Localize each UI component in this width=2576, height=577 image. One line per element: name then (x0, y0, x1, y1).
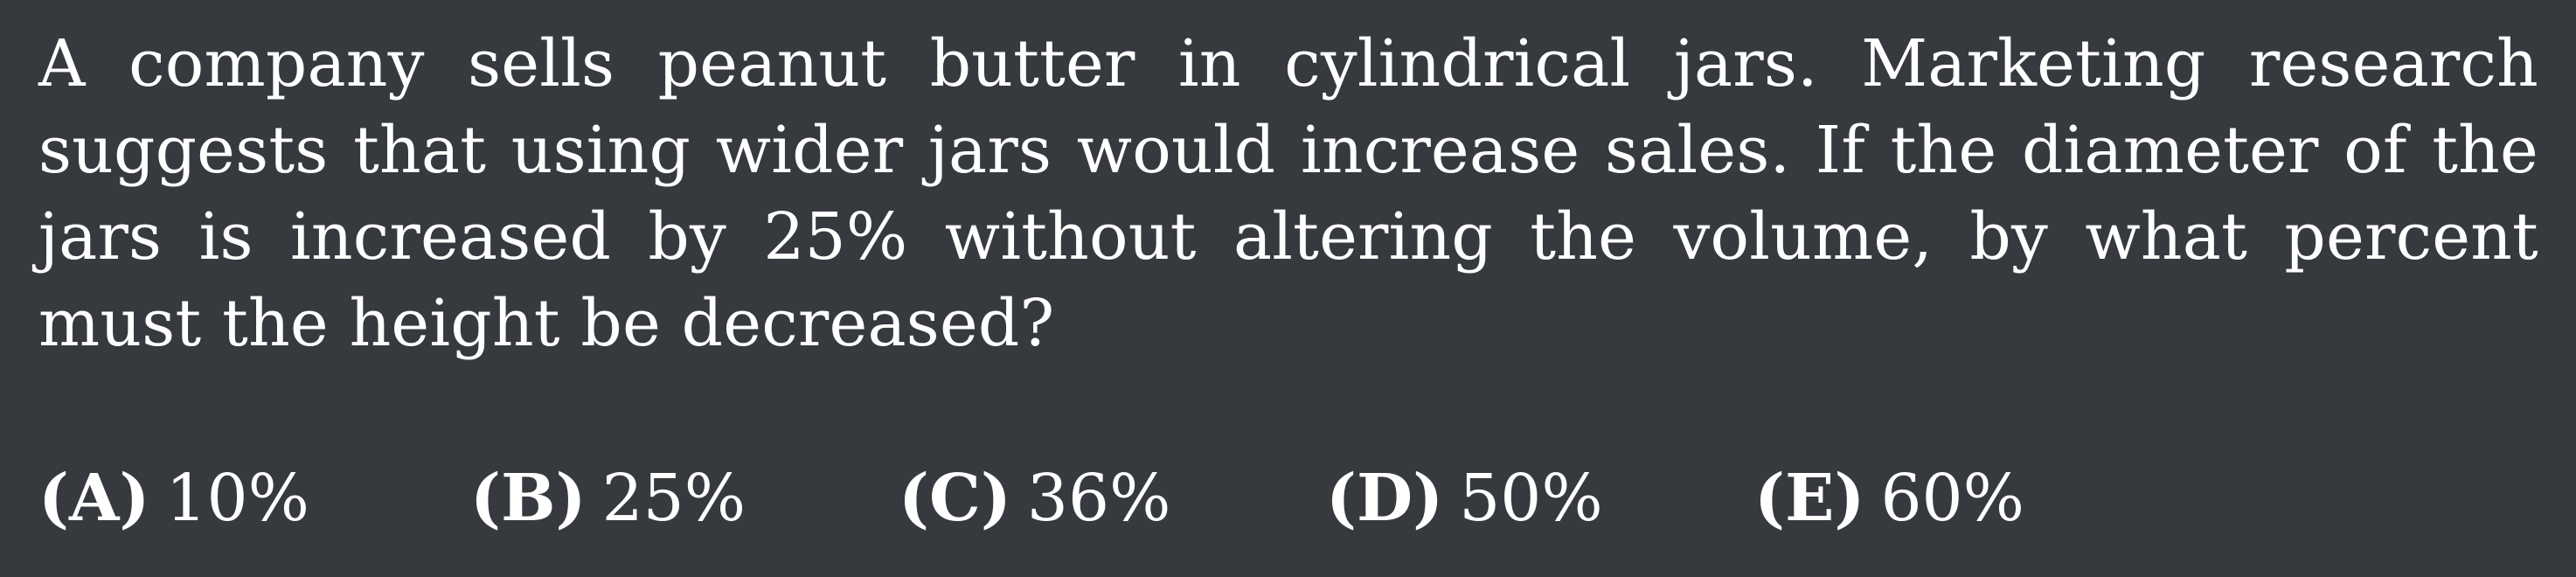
choice-a-value: 10% (165, 461, 309, 536)
choice-c-value: 36% (1026, 461, 1171, 536)
choice-b[interactable]: (B) 25% (470, 455, 746, 542)
choice-a[interactable]: (A) 10% (38, 455, 309, 542)
choice-b-letter: (B) (470, 461, 587, 536)
choice-a-letter: (A) (38, 461, 150, 536)
choice-e-value: 60% (1880, 461, 2024, 536)
choice-c-letter: (C) (899, 461, 1011, 536)
choice-e-letter: (E) (1754, 461, 1865, 536)
answer-choices: (A) 10% (B) 25% (C) 36% (D) 50% (E) 60% (38, 455, 2538, 542)
choice-d-value: 50% (1459, 461, 1603, 536)
choice-e[interactable]: (E) 60% (1754, 455, 2024, 542)
choice-d[interactable]: (D) 50% (1326, 455, 1603, 542)
choice-b-value: 25% (601, 461, 746, 536)
choice-c[interactable]: (C) 36% (899, 455, 1170, 542)
question-text: A company sells peanut butter in cylindr… (38, 26, 2538, 361)
choice-d-letter: (D) (1326, 461, 1444, 536)
